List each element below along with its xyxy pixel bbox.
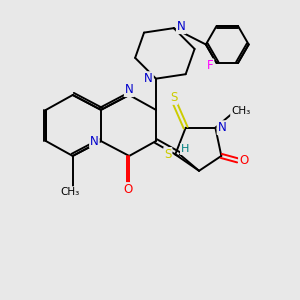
Text: F: F — [207, 59, 213, 73]
Text: N: N — [218, 121, 226, 134]
Text: S: S — [164, 148, 172, 161]
Text: O: O — [123, 183, 132, 196]
Text: S: S — [170, 91, 178, 104]
Text: N: N — [125, 83, 134, 96]
Text: CH₃: CH₃ — [231, 106, 250, 116]
Text: O: O — [239, 154, 248, 167]
Text: H: H — [181, 144, 189, 154]
Text: CH₃: CH₃ — [60, 187, 80, 197]
Text: N: N — [177, 20, 186, 33]
Text: N: N — [90, 135, 99, 148]
Text: N: N — [144, 72, 153, 85]
